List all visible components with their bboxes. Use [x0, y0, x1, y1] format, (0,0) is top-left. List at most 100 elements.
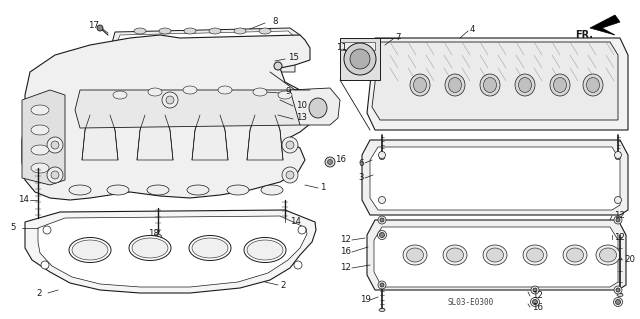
Ellipse shape — [583, 74, 603, 96]
Circle shape — [154, 234, 162, 242]
Polygon shape — [110, 28, 300, 58]
Circle shape — [298, 226, 306, 234]
Polygon shape — [367, 38, 628, 130]
Ellipse shape — [261, 185, 283, 195]
Ellipse shape — [147, 185, 169, 195]
Ellipse shape — [234, 28, 246, 34]
Ellipse shape — [192, 238, 228, 258]
Circle shape — [325, 157, 335, 167]
Polygon shape — [82, 115, 118, 160]
Text: 3: 3 — [358, 174, 364, 182]
Text: 13: 13 — [296, 114, 307, 122]
Circle shape — [274, 62, 282, 70]
Ellipse shape — [132, 238, 168, 258]
Text: 8: 8 — [272, 18, 278, 26]
Ellipse shape — [218, 86, 232, 94]
Ellipse shape — [69, 238, 111, 263]
Ellipse shape — [403, 245, 427, 265]
Circle shape — [282, 137, 298, 153]
Circle shape — [614, 286, 622, 294]
Ellipse shape — [617, 293, 623, 296]
Ellipse shape — [69, 185, 91, 195]
Text: 12: 12 — [614, 234, 625, 242]
Text: 16: 16 — [340, 248, 351, 256]
Text: 1: 1 — [320, 183, 326, 192]
Ellipse shape — [244, 238, 286, 263]
Ellipse shape — [586, 78, 600, 93]
Ellipse shape — [31, 163, 49, 173]
Ellipse shape — [410, 74, 430, 96]
Circle shape — [51, 171, 59, 179]
Polygon shape — [362, 140, 628, 215]
Circle shape — [41, 261, 49, 269]
Circle shape — [380, 283, 384, 287]
Circle shape — [47, 137, 63, 153]
Polygon shape — [270, 55, 295, 72]
Circle shape — [380, 233, 385, 238]
Circle shape — [378, 231, 387, 240]
Text: 20: 20 — [624, 256, 635, 264]
Circle shape — [616, 218, 620, 222]
Circle shape — [378, 216, 386, 224]
Circle shape — [380, 218, 384, 222]
Ellipse shape — [113, 91, 127, 99]
Circle shape — [378, 281, 386, 289]
Text: 14: 14 — [18, 196, 29, 204]
Ellipse shape — [483, 78, 497, 93]
Ellipse shape — [159, 28, 171, 34]
Polygon shape — [590, 15, 620, 35]
Ellipse shape — [253, 88, 267, 96]
Text: 4: 4 — [470, 26, 476, 34]
Ellipse shape — [247, 240, 283, 260]
Text: 7: 7 — [395, 33, 401, 42]
Circle shape — [614, 152, 621, 159]
Ellipse shape — [148, 88, 162, 96]
Ellipse shape — [278, 91, 292, 99]
Polygon shape — [38, 216, 307, 287]
Polygon shape — [75, 90, 305, 128]
Ellipse shape — [380, 157, 385, 160]
Text: 5: 5 — [10, 224, 15, 233]
Ellipse shape — [515, 74, 535, 96]
Ellipse shape — [406, 248, 424, 262]
Text: FR.: FR. — [575, 30, 593, 40]
Ellipse shape — [187, 185, 209, 195]
Circle shape — [43, 226, 51, 234]
Polygon shape — [247, 115, 283, 160]
Polygon shape — [374, 227, 618, 287]
Ellipse shape — [209, 28, 221, 34]
Ellipse shape — [379, 308, 385, 311]
Ellipse shape — [566, 248, 584, 262]
Ellipse shape — [31, 125, 49, 135]
Circle shape — [533, 288, 537, 292]
Ellipse shape — [107, 185, 129, 195]
Polygon shape — [115, 31, 296, 55]
Ellipse shape — [550, 74, 570, 96]
Polygon shape — [22, 90, 65, 185]
Ellipse shape — [523, 245, 547, 265]
Text: 11: 11 — [336, 43, 347, 53]
Circle shape — [286, 171, 294, 179]
Text: 16: 16 — [335, 155, 346, 165]
Circle shape — [162, 92, 178, 108]
Ellipse shape — [309, 98, 327, 118]
Text: 2: 2 — [280, 280, 285, 290]
Circle shape — [294, 261, 302, 269]
Ellipse shape — [445, 74, 465, 96]
Ellipse shape — [563, 245, 587, 265]
Circle shape — [282, 167, 298, 183]
Ellipse shape — [189, 235, 231, 261]
Ellipse shape — [596, 245, 620, 265]
Text: 16: 16 — [532, 302, 543, 311]
Text: 17: 17 — [88, 21, 99, 31]
Ellipse shape — [129, 235, 171, 261]
Ellipse shape — [449, 78, 461, 93]
Ellipse shape — [259, 28, 271, 34]
Polygon shape — [370, 147, 620, 210]
Polygon shape — [22, 35, 320, 200]
Polygon shape — [25, 210, 316, 293]
Ellipse shape — [413, 78, 426, 93]
Circle shape — [344, 43, 376, 75]
Circle shape — [286, 141, 294, 149]
Ellipse shape — [184, 28, 196, 34]
